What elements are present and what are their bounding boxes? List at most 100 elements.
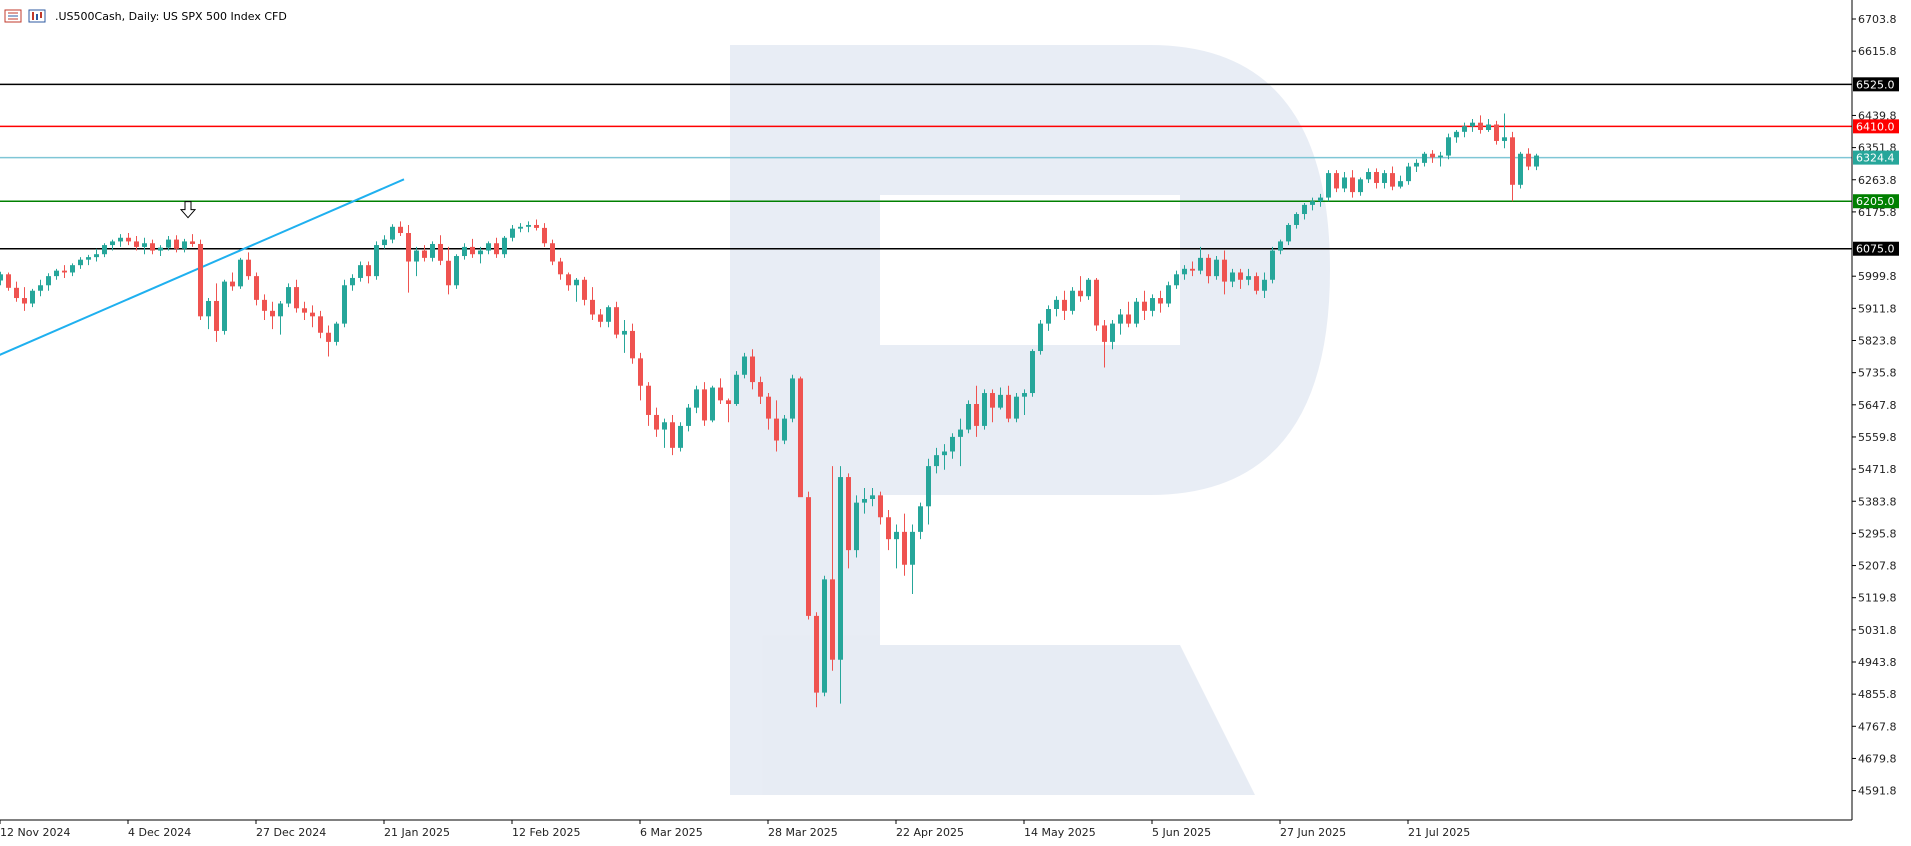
candle <box>766 393 771 430</box>
candle-body <box>1526 153 1531 167</box>
candle <box>958 418 963 467</box>
level-6205-label-bg <box>1853 194 1899 209</box>
candle <box>1454 129 1459 143</box>
candle-body <box>1102 325 1107 342</box>
candle <box>710 385 715 423</box>
candle <box>1534 153 1539 171</box>
candle-body <box>1310 201 1315 205</box>
candle <box>934 447 939 474</box>
bars-icon[interactable] <box>28 9 46 23</box>
candle <box>734 371 739 406</box>
candle-body <box>1398 181 1403 187</box>
candle <box>742 352 747 379</box>
candle <box>342 279 347 328</box>
y-tick-label: 5471.8 <box>1858 463 1897 476</box>
candle-body <box>150 243 155 251</box>
candle <box>1470 119 1475 132</box>
level-6075-label: 6075.0 <box>1856 243 1895 256</box>
candle <box>862 488 867 514</box>
candle-body <box>734 374 739 404</box>
candle <box>254 272 259 306</box>
candle <box>718 378 723 404</box>
candle <box>1246 268 1251 286</box>
candle <box>366 261 371 284</box>
candle-body <box>1214 259 1219 277</box>
candle-body <box>1270 250 1275 280</box>
candle <box>1118 309 1123 335</box>
candle-body <box>78 259 83 266</box>
candle-body <box>254 276 259 300</box>
candle-body <box>470 246 475 255</box>
candle <box>62 265 67 278</box>
candle-body <box>334 323 339 342</box>
candle <box>646 382 651 426</box>
chart-header: .US500Cash, Daily: US SPX 500 Index CFD <box>4 9 287 23</box>
candle-body <box>294 287 299 309</box>
candle <box>478 246 483 264</box>
candle <box>1406 162 1411 185</box>
candle <box>1358 177 1363 196</box>
candle-body <box>310 312 315 317</box>
candle <box>1230 268 1235 288</box>
candle-body <box>974 403 979 426</box>
candle <box>694 385 699 414</box>
candle-body <box>1086 279 1091 297</box>
level-6075-label-bg <box>1853 241 1899 256</box>
candle-body <box>798 378 803 498</box>
candle <box>902 513 907 576</box>
candle-body <box>1430 153 1435 158</box>
x-tick-label: 4 Dec 2024 <box>128 826 191 839</box>
candle-body <box>1302 204 1307 215</box>
candle-body <box>1054 299 1059 310</box>
candle <box>670 414 675 456</box>
candle <box>30 288 35 308</box>
down-arrow-icon[interactable] <box>179 201 197 219</box>
candle-body <box>1254 276 1259 291</box>
candle <box>1334 170 1339 193</box>
horizontal-levels <box>0 83 1852 250</box>
candle-body <box>62 270 67 273</box>
candle-body <box>526 224 531 227</box>
candle <box>318 310 323 339</box>
candle <box>1414 159 1419 173</box>
candle-body <box>718 387 723 401</box>
candle <box>686 403 691 432</box>
candle-body <box>1238 272 1243 280</box>
chart-window-icon[interactable] <box>4 9 22 23</box>
candle <box>1142 290 1147 320</box>
y-tick-label: 4679.8 <box>1858 752 1897 765</box>
candle <box>1310 197 1315 211</box>
candle <box>22 287 27 311</box>
candle <box>150 239 155 255</box>
candle-body <box>1286 224 1291 242</box>
candle-body <box>830 579 835 660</box>
candle <box>782 414 787 445</box>
candle-body <box>326 332 331 342</box>
candle-body <box>598 314 603 322</box>
candle <box>534 219 539 231</box>
candle-body <box>806 497 811 616</box>
candle-body <box>486 243 491 251</box>
candle-body <box>574 279 579 286</box>
candle <box>790 374 795 423</box>
candle-body <box>702 389 707 421</box>
candle <box>1022 389 1027 415</box>
candle-body <box>1198 257 1203 271</box>
candle <box>1158 290 1163 313</box>
candle <box>262 294 267 320</box>
candle-body <box>534 224 539 228</box>
x-tick-label: 22 Apr 2025 <box>896 826 964 839</box>
candle-body <box>1334 173 1339 189</box>
candle-body <box>1358 179 1363 193</box>
candle <box>798 376 803 498</box>
candle <box>830 466 835 671</box>
candle-body <box>814 615 819 693</box>
y-tick-label: 5031.8 <box>1858 624 1897 637</box>
candle-body <box>1494 124 1499 141</box>
candle <box>726 398 731 423</box>
candle-body <box>230 281 235 287</box>
candle-body <box>1438 155 1443 158</box>
candle <box>662 418 667 448</box>
candle <box>950 433 955 459</box>
candle-body <box>54 270 59 277</box>
